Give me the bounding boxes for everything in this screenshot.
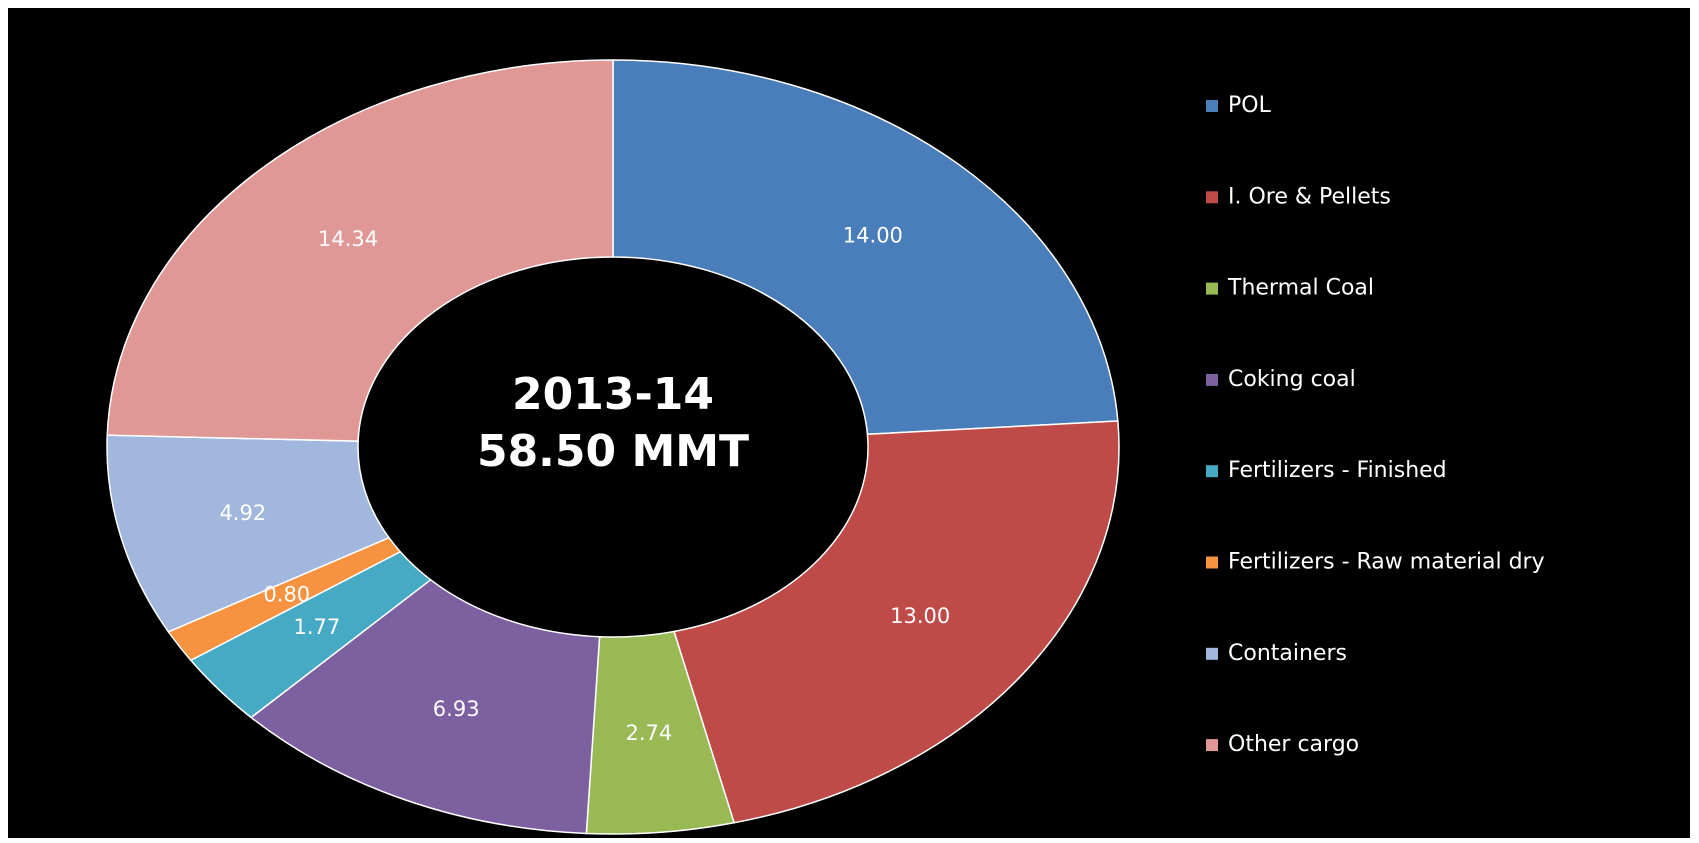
value-label: 2.74 (626, 721, 673, 745)
donut-segment (612, 59, 1119, 436)
legend-label: Other cargo (1228, 732, 1359, 757)
legend-swatch (1206, 191, 1218, 204)
value-label: 4.92 (219, 501, 266, 525)
donut-segment (673, 420, 1120, 824)
legend-label: POL (1228, 93, 1272, 118)
center-subtitle: 58.50 MMT (477, 426, 749, 477)
legend-swatch (1206, 373, 1218, 386)
legend-swatch (1206, 282, 1218, 295)
donut-segment (106, 59, 614, 442)
legend-label: Coking coal (1228, 367, 1356, 392)
center-title: 2013-14 (512, 369, 714, 420)
value-label: 14.00 (843, 223, 903, 247)
legend-swatch (1206, 465, 1218, 478)
value-label: 6.93 (433, 697, 480, 721)
legend-swatch (1206, 556, 1218, 569)
donut-segment (249, 578, 601, 835)
legend-swatch (1206, 647, 1218, 660)
legend-label: I. Ore & Pellets (1228, 184, 1391, 209)
legend-label: Fertilizers - Raw material dry (1228, 550, 1545, 575)
legend-label: Thermal Coal (1227, 276, 1374, 301)
legend-swatch (1206, 100, 1218, 112)
legend-label: Containers (1228, 641, 1347, 666)
value-label: 14.34 (318, 227, 378, 251)
value-label: 0.80 (263, 583, 310, 607)
value-label: 1.77 (293, 615, 340, 639)
legend-swatch (1206, 739, 1218, 752)
value-label: 13.00 (890, 604, 950, 628)
legend-label: Fertilizers - Finished (1228, 458, 1447, 483)
